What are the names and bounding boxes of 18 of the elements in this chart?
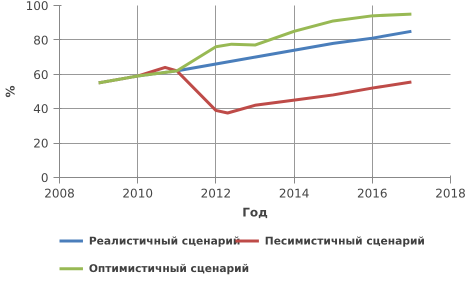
legend-label: Песимистичный сценарий bbox=[264, 234, 425, 248]
x-tick-label: 2012 bbox=[200, 186, 232, 200]
y-tick-label: 20 bbox=[33, 136, 49, 151]
line-series bbox=[97, 12, 413, 84]
y-tick-label: 0 bbox=[40, 171, 49, 185]
x-tick-label: 2018 bbox=[435, 186, 466, 200]
y-tick-label: 80 bbox=[33, 33, 49, 48]
y-tick-label: 40 bbox=[33, 102, 49, 116]
x-tick-label: 2010 bbox=[122, 186, 153, 200]
x-axis-title: Год bbox=[242, 206, 268, 220]
y-axis-title: % bbox=[4, 85, 18, 98]
x-tick-label: 2016 bbox=[357, 186, 388, 200]
y-tick-label: 60 bbox=[33, 68, 49, 82]
y-tick-label: 100 bbox=[26, 0, 48, 13]
legend-label: Оптимистичный сценарий bbox=[88, 262, 250, 276]
x-tick-label: 2014 bbox=[278, 186, 310, 200]
x-tick-label: 2008 bbox=[44, 186, 75, 200]
legend-label: Реалистичный сценарий bbox=[88, 234, 240, 248]
